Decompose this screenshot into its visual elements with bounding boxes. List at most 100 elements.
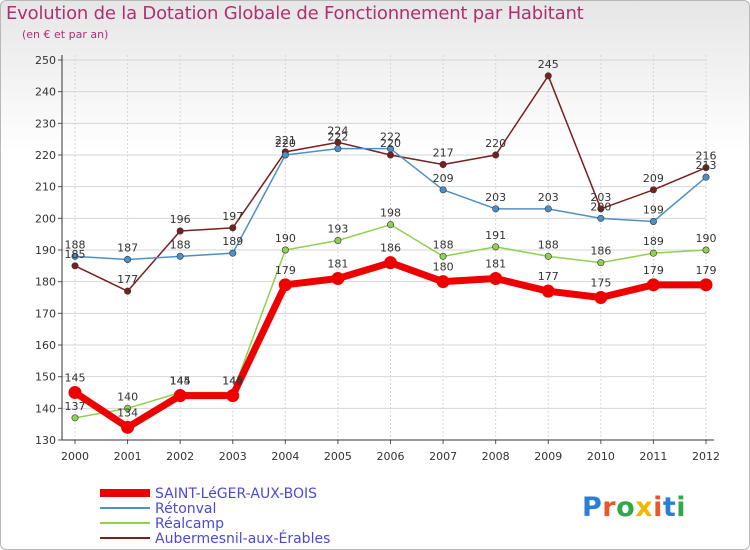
data-point	[334, 145, 342, 153]
data-label: 145	[222, 375, 243, 388]
data-point	[439, 161, 447, 169]
logo-letter: i	[676, 492, 687, 523]
data-labels: 185 177 196 197 221 224 220 217 220 245 203 209 216 1…	[65, 58, 717, 420]
data-label: 222	[327, 131, 348, 144]
data-label: 186	[590, 245, 611, 258]
chart-subtitle: (en € et par an)	[22, 28, 109, 41]
data-point	[492, 151, 500, 159]
data-point	[702, 246, 710, 254]
data-point	[544, 252, 552, 260]
data-point	[331, 272, 345, 285]
data-label: 220	[275, 137, 296, 150]
x-tick-label: 2012	[692, 450, 720, 463]
y-tick-label: 240	[35, 86, 56, 99]
data-label: 137	[65, 400, 86, 413]
data-point	[173, 389, 187, 403]
data-label: 191	[485, 229, 506, 242]
y-tick-label: 190	[35, 244, 56, 257]
data-point	[492, 205, 500, 213]
data-label: 175	[590, 277, 611, 290]
data-label: 200	[590, 200, 611, 213]
data-label: 177	[538, 270, 559, 283]
y-tick-label: 250	[35, 54, 56, 67]
data-point	[597, 214, 605, 222]
legend-label: Réalcamp	[155, 516, 224, 532]
data-label: 189	[643, 235, 664, 248]
y-tick-label: 170	[35, 307, 56, 320]
data-point	[594, 291, 608, 304]
data-label: 186	[380, 242, 401, 255]
grid	[62, 55, 707, 441]
data-label: 179	[696, 264, 717, 277]
data-point	[121, 420, 135, 434]
data-point	[439, 186, 447, 194]
data-label: 209	[643, 172, 664, 185]
x-tick-label: 2005	[324, 450, 352, 463]
data-label: 245	[538, 58, 559, 71]
data-point	[176, 227, 184, 235]
x-tick-label: 2010	[587, 450, 615, 463]
data-point	[489, 272, 503, 285]
data-point	[229, 249, 237, 257]
data-label: 145	[170, 375, 191, 388]
data-point	[386, 221, 394, 229]
data-point	[124, 255, 132, 263]
y-tick-label: 210	[35, 181, 56, 194]
axes: 130 140 150 160 170 180 190 200 210 220 230 240 250 2…	[35, 54, 720, 463]
data-point	[646, 278, 660, 292]
data-point	[699, 278, 713, 292]
legend-label: Rétonval	[155, 501, 216, 517]
x-tick-label: 2008	[482, 450, 510, 463]
data-label: 144	[222, 375, 243, 388]
x-tick-label: 2002	[166, 450, 194, 463]
data-point	[702, 173, 710, 181]
data-label: 199	[643, 204, 664, 217]
y-tick-label: 130	[35, 434, 56, 447]
y-tick-label: 230	[35, 117, 56, 130]
data-point	[649, 218, 657, 226]
data-label: 216	[696, 150, 717, 163]
series-layer	[68, 72, 713, 434]
data-label: 188	[433, 238, 454, 251]
data-label: 198	[380, 207, 401, 220]
data-point	[702, 164, 710, 172]
logo-letter: P	[582, 492, 603, 523]
x-tick-label: 2007	[429, 450, 457, 463]
logo-letter: x	[635, 492, 654, 523]
logo-letter: t	[662, 492, 677, 523]
data-label: 188	[538, 238, 559, 251]
x-tick-label: 2003	[219, 450, 247, 463]
data-label: 193	[327, 223, 348, 236]
data-label: 181	[327, 258, 348, 271]
data-label: 197	[222, 210, 243, 223]
data-point	[649, 186, 657, 194]
data-label: 190	[275, 232, 296, 245]
data-point	[124, 287, 132, 295]
data-label: 220	[485, 137, 506, 150]
y-tick-label: 160	[35, 339, 56, 352]
legend-label: SAINT-LéGER-AUX-BOIS	[155, 486, 317, 502]
data-label: 209	[433, 172, 454, 185]
data-point	[439, 252, 447, 260]
x-tick-label: 2006	[377, 450, 405, 463]
data-point	[597, 205, 605, 213]
data-point	[492, 243, 500, 251]
data-label: 179	[275, 264, 296, 277]
data-point	[176, 252, 184, 260]
data-point	[281, 151, 289, 159]
logo-letter: r	[602, 492, 617, 523]
y-tick-label: 220	[35, 149, 56, 162]
y-tick-label: 200	[35, 212, 56, 225]
data-label: 203	[590, 191, 611, 204]
logo-letter: o	[616, 492, 636, 523]
data-label: 203	[538, 191, 559, 204]
data-label: 179	[643, 264, 664, 277]
data-label: 217	[433, 147, 454, 160]
data-point	[281, 246, 289, 254]
y-tick-label: 180	[35, 276, 56, 289]
x-tick-label: 2009	[534, 450, 562, 463]
data-point	[71, 414, 79, 422]
data-label: 213	[696, 159, 717, 172]
data-label: 190	[696, 232, 717, 245]
data-label: 134	[117, 406, 138, 419]
